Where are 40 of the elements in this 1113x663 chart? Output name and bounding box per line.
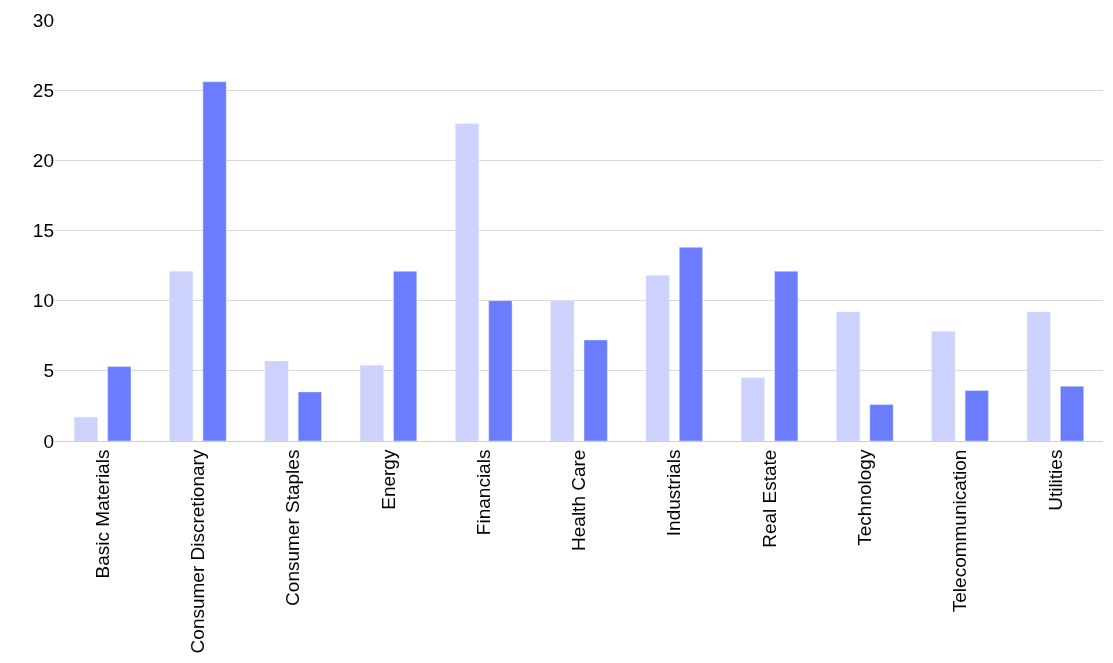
bar (836, 311, 861, 441)
y-tick-label: 5 (43, 360, 54, 382)
bar (931, 331, 956, 441)
bar (297, 391, 322, 441)
x-tick-label: Financials (472, 449, 494, 536)
bar (74, 416, 98, 441)
bar (774, 270, 799, 441)
bar (202, 81, 227, 441)
bar (740, 377, 765, 441)
y-tick-label: 30 (32, 9, 54, 31)
x-tick-label: Real Estate (758, 449, 780, 548)
y-tick-label: 10 (32, 290, 54, 312)
bar (1026, 311, 1051, 441)
x-tick-label: Industrials (663, 449, 685, 537)
bar (550, 300, 575, 441)
x-tick-label: Energy (377, 449, 399, 510)
x-tick-label: Consumer Discretionary (187, 449, 209, 654)
bar (645, 275, 670, 441)
y-tick-label: 15 (32, 220, 54, 242)
bar (488, 300, 513, 441)
bar (679, 247, 703, 441)
x-tick-label: Telecommunication (949, 449, 971, 613)
bar (583, 339, 608, 441)
bar (869, 404, 894, 441)
bar (107, 366, 132, 441)
bar (393, 270, 418, 441)
x-tick-label: Basic Materials (91, 449, 113, 579)
bar (264, 360, 289, 441)
y-tick-label: 20 (32, 149, 54, 171)
y-tick-label: 25 (32, 79, 54, 101)
bar (1060, 386, 1084, 441)
x-tick-label: Health Care (568, 449, 590, 551)
bar (169, 270, 194, 441)
bar (964, 390, 989, 441)
bar (455, 123, 479, 441)
x-tick-label: Utilities (1044, 449, 1066, 511)
bar (359, 364, 384, 441)
x-tick-label: Technology (853, 449, 875, 546)
y-tick-label: 0 (43, 430, 54, 452)
x-tick-label: Consumer Staples (282, 449, 304, 606)
